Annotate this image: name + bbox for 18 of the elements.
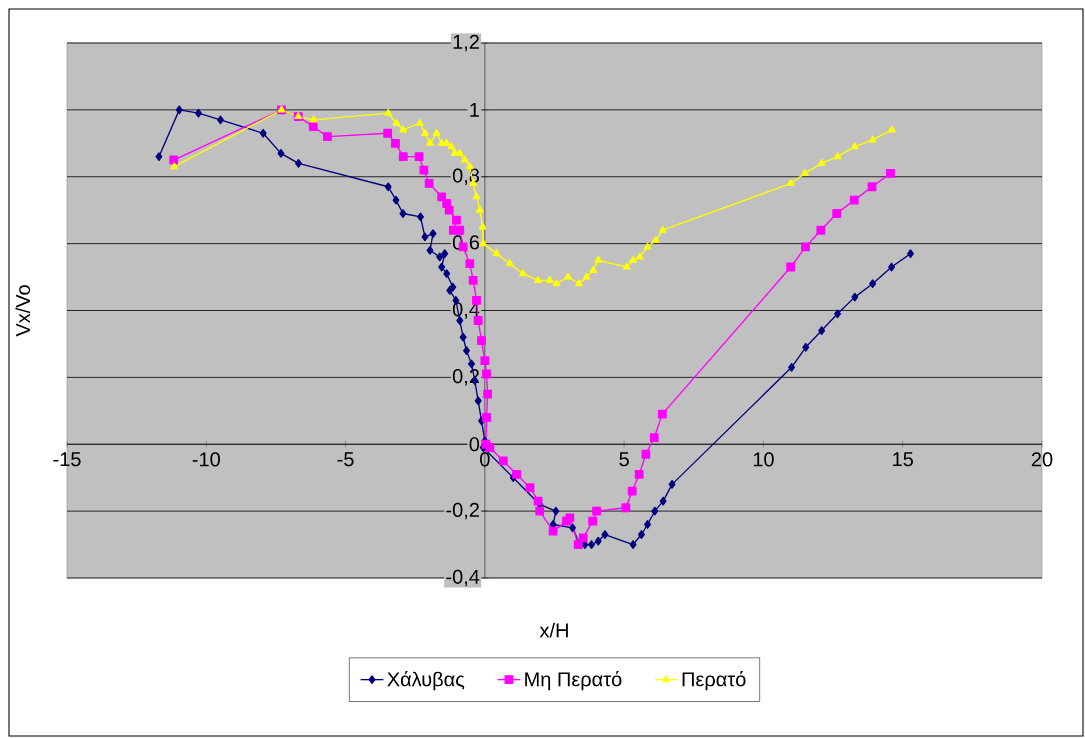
- legend-label: Περατό: [682, 671, 746, 691]
- legend-label: Μη Περατό: [525, 671, 622, 691]
- y-tick-label: -0,4: [446, 569, 480, 587]
- x-tick-label: 15: [893, 452, 913, 467]
- y-tick-label: 0: [469, 437, 480, 452]
- x-tick-label: -10: [192, 452, 220, 467]
- x-tick-label: -15: [53, 452, 81, 467]
- x-tick-label: 20: [1031, 452, 1053, 467]
- legend-label: Χάλυβας: [387, 671, 465, 691]
- x-tick-label: -5: [337, 452, 354, 467]
- y-tick-label: 1: [470, 102, 479, 117]
- x-axis-title: x/H: [539, 622, 568, 638]
- x-tick-label: 10: [753, 452, 774, 467]
- y-axis-title: Vx/Vo: [15, 285, 31, 337]
- x-tick-label: 0: [480, 452, 490, 467]
- y-tick-label: -0,2: [446, 502, 479, 520]
- x-tick-label: 5: [619, 452, 629, 467]
- y-tick-label: 1,2: [453, 34, 479, 52]
